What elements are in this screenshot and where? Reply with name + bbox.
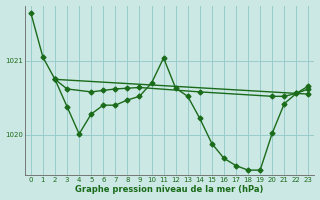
X-axis label: Graphe pression niveau de la mer (hPa): Graphe pression niveau de la mer (hPa): [76, 185, 264, 194]
